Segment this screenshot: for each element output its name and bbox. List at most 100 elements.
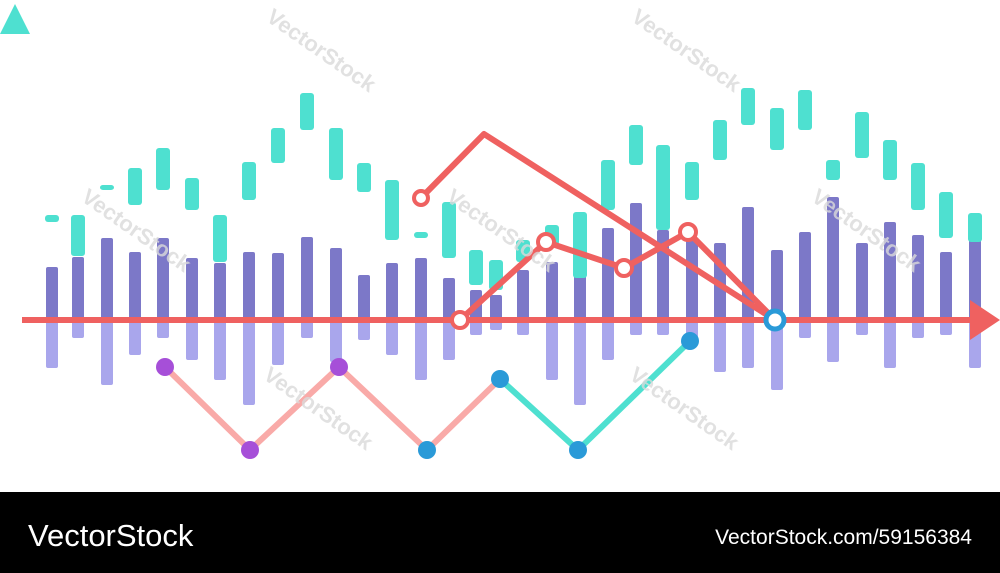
- bar-down: [129, 320, 141, 355]
- bar-up: [415, 258, 427, 320]
- bar-up: [771, 250, 783, 320]
- bar-down: [46, 320, 58, 368]
- axis-arrow: [0, 4, 30, 34]
- bar-cap: [656, 145, 670, 230]
- bar-down: [940, 320, 952, 335]
- bar-down: [657, 320, 669, 335]
- marker: [450, 310, 470, 330]
- bar-up: [330, 248, 342, 320]
- bar-cap: [855, 112, 869, 158]
- bar-down: [272, 320, 284, 365]
- bar-down: [443, 320, 455, 360]
- marker: [569, 441, 587, 459]
- bar-down: [386, 320, 398, 355]
- marker: [763, 308, 787, 332]
- bar-down: [799, 320, 811, 338]
- bar-cap: [100, 185, 114, 190]
- bar-up: [186, 258, 198, 320]
- bar-up: [856, 243, 868, 320]
- bar-cap: [770, 108, 784, 150]
- bar-cap: [71, 215, 85, 256]
- bar-up: [827, 197, 839, 320]
- bar-down: [330, 320, 342, 362]
- marker: [491, 370, 509, 388]
- axis-arrow: [970, 300, 1000, 340]
- bar-down: [912, 320, 924, 338]
- bar-down: [714, 320, 726, 372]
- bar-up: [969, 240, 981, 320]
- bar-up: [129, 252, 141, 320]
- bar-up: [101, 238, 113, 320]
- bar-up: [386, 263, 398, 320]
- bar-down: [856, 320, 868, 335]
- bar-cap: [573, 212, 587, 278]
- bar-up: [214, 263, 226, 320]
- bar-cap: [45, 215, 59, 222]
- bar-cap: [300, 93, 314, 130]
- bar-cap: [911, 163, 925, 210]
- footer-id: VectorStock.com/59156384: [715, 526, 972, 549]
- bar-down: [630, 320, 642, 335]
- bar-down: [358, 320, 370, 340]
- bar-down: [771, 320, 783, 390]
- bar-down: [101, 320, 113, 385]
- bar-cap: [629, 125, 643, 165]
- bar-down: [517, 320, 529, 335]
- bar-up: [517, 270, 529, 320]
- bar-up: [443, 278, 455, 320]
- bar-down: [827, 320, 839, 362]
- bar-up: [157, 238, 169, 320]
- bar-up: [884, 222, 896, 320]
- bar-down: [186, 320, 198, 360]
- bar-down: [602, 320, 614, 360]
- bar-up: [912, 235, 924, 320]
- red-line: [418, 131, 777, 323]
- bar-down: [884, 320, 896, 368]
- bar-cap: [156, 148, 170, 190]
- marker: [678, 222, 698, 242]
- bar-cap: [798, 90, 812, 130]
- bar-up: [799, 232, 811, 320]
- bar-up: [602, 228, 614, 320]
- bar-up: [46, 267, 58, 320]
- bar-down: [214, 320, 226, 380]
- bar-cap: [414, 232, 428, 238]
- bar-down: [157, 320, 169, 338]
- bar-cap: [741, 88, 755, 125]
- bar-up: [546, 262, 558, 320]
- footer: [0, 492, 1000, 573]
- bar-cap: [883, 140, 897, 180]
- marker: [156, 358, 174, 376]
- bar-down: [415, 320, 427, 380]
- bar-cap: [357, 163, 371, 192]
- bar-cap: [329, 128, 343, 180]
- bar-cap: [242, 162, 256, 200]
- marker: [614, 258, 634, 278]
- bar-cap: [939, 192, 953, 238]
- bar-cap: [385, 180, 399, 240]
- marker: [681, 332, 699, 350]
- bar-cap: [713, 120, 727, 160]
- bar-up: [574, 275, 586, 320]
- bar-down: [546, 320, 558, 380]
- marker: [330, 358, 348, 376]
- bar-up: [490, 295, 502, 320]
- bar-up: [686, 240, 698, 320]
- bar-up: [358, 275, 370, 320]
- bar-up: [301, 237, 313, 320]
- bar-down: [243, 320, 255, 405]
- bar-down: [742, 320, 754, 368]
- red-markers: [412, 189, 698, 330]
- bar-cap: [601, 160, 615, 210]
- bar-down: [72, 320, 84, 338]
- bar-up: [72, 257, 84, 320]
- marker: [536, 232, 556, 252]
- bar-down: [470, 320, 482, 335]
- marker: [241, 441, 259, 459]
- bar-cap: [968, 213, 982, 242]
- bar-cap: [185, 178, 199, 210]
- bar-cap: [469, 250, 483, 285]
- bar-down: [301, 320, 313, 338]
- footer-brand: VectorStock: [28, 518, 194, 553]
